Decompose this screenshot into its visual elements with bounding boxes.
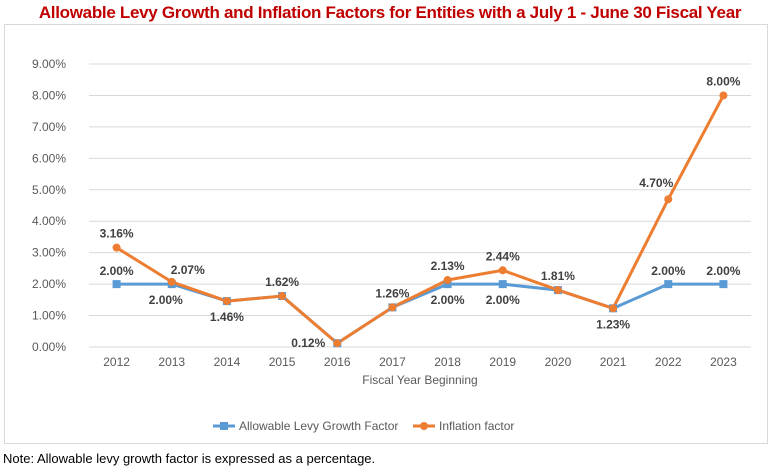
inflation-data-label: 2.44% [486,249,520,263]
y-tick-label: 9.00% [32,57,66,71]
chart-frame: 0.00% 1.00% 2.00% 3.00% 4.00% 5.00% 6.00% 7.00%… [4,24,768,444]
inflation-point [278,292,287,301]
y-tick-label: 1.00% [32,309,66,323]
x-tick-label: 2012 [103,355,130,369]
inflation-data-label: 1.46% [210,310,244,324]
levy-growth-point [719,280,728,289]
x-tick-label: 2014 [214,355,241,369]
legend-square-marker-icon [220,422,228,430]
line-chart: 0.00% 1.00% 2.00% 3.00% 4.00% 5.00% 6.00% 7.00%… [32,57,751,433]
x-tick-label: 2022 [655,355,682,369]
inflation-point [609,304,618,313]
levy-growth-data-label: 2.00% [706,264,740,278]
legend-item-inflation: Inflation factor [413,419,514,433]
inflation-point [167,277,176,286]
series-lines [115,94,725,345]
y-tick-label: 0.00% [32,340,66,354]
inflation-data-label: 1.26% [375,286,409,300]
levy-growth-data-label: 2.00% [651,264,685,278]
legend-label: Allowable Levy Growth Factor [239,419,398,433]
levy-growth-data-label: 2.00% [486,293,520,307]
x-tick-label: 2013 [158,355,185,369]
y-tick-label: 2.00% [32,277,66,291]
levy-growth-point [443,280,452,289]
footnote: Note: Allowable levy growth factor is ex… [3,451,376,466]
inflation-data-label: 3.16% [100,227,134,241]
inflation-data-label: 4.70% [639,176,673,190]
y-tick-label: 8.00% [32,88,66,102]
x-axis-ticks: 2012 2013 2014 2015 2016 2017 2018 2019 2020 2021… [103,355,737,369]
legend-item-levy-growth: Allowable Levy Growth Factor [213,419,398,433]
inflation-point [443,276,452,285]
x-axis-title: Fiscal Year Beginning [362,373,477,387]
levy-growth-data-label: 2.00% [431,293,465,307]
levy-growth-data-label: 2.00% [149,293,183,307]
inflation-data-label: 1.81% [541,269,575,283]
legend-circle-marker-icon [420,422,428,430]
y-axis-ticks: 0.00% 1.00% 2.00% 3.00% 4.00% 5.00% 6.00% 7.00%… [32,57,66,354]
legend: Allowable Levy Growth Factor Inflation fa… [213,419,514,433]
legend-label: Inflation factor [439,419,514,433]
levy-growth-point [498,280,507,289]
inflation-line [115,94,725,345]
y-tick-label: 7.00% [32,120,66,134]
inflation-point [388,303,397,312]
x-tick-label: 2019 [489,355,516,369]
x-tick-label: 2018 [434,355,461,369]
inflation-point [664,195,673,204]
x-tick-label: 2015 [269,355,296,369]
x-tick-label: 2017 [379,355,406,369]
inflation-data-label: 2.07% [171,263,205,277]
inflation-point [553,286,562,295]
gridlines [89,63,751,348]
series-markers [112,91,728,348]
inflation-data-label: 1.23% [596,317,630,331]
inflation-point [719,91,728,100]
x-tick-label: 2021 [600,355,627,369]
levy-growth-point [112,280,121,289]
x-tick-label: 2016 [324,355,351,369]
x-tick-label: 2023 [710,355,737,369]
inflation-data-label: 1.62% [265,275,299,289]
x-tick-label: 2020 [545,355,572,369]
y-tick-label: 6.00% [32,151,66,165]
levy-growth-point [664,280,673,289]
inflation-point [222,297,231,306]
inflation-point [112,243,121,252]
inflation-point [498,266,507,275]
chart-title: Allowable Levy Growth and Inflation Fact… [38,3,742,22]
y-tick-label: 4.00% [32,214,66,228]
y-tick-label: 5.00% [32,183,66,197]
levy-growth-data-label: 2.00% [100,264,134,278]
inflation-data-label: 2.13% [431,259,465,273]
inflation-data-label: 8.00% [706,74,740,88]
y-tick-label: 3.00% [32,246,66,260]
data-labels: 3.16% 2.07% 1.46% 1.62% 0.12% 1.26% 2.13% 2.44%… [100,74,741,350]
inflation-point [333,339,342,348]
inflation-data-label: 0.12% [291,336,325,350]
